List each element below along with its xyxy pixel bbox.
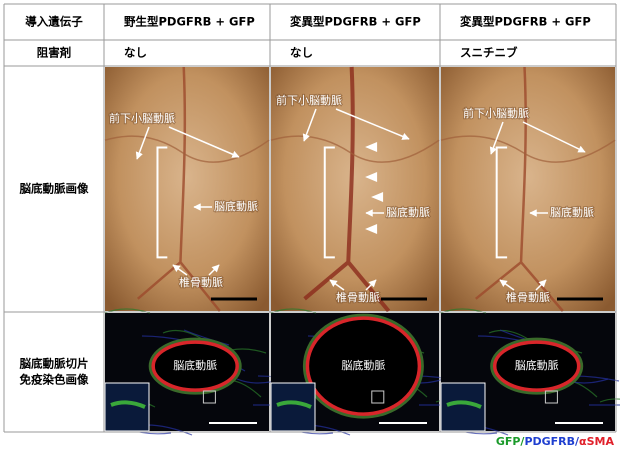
arrow xyxy=(329,279,345,291)
arrow xyxy=(335,108,410,140)
vessel-wall xyxy=(148,337,242,395)
panel-label: 椎骨動脈 xyxy=(506,290,550,304)
panel-label: 前下小脳動脈 xyxy=(463,106,529,120)
roi xyxy=(202,390,216,404)
inhibitor-cell: スニチニブ xyxy=(460,46,518,60)
arrowhead xyxy=(365,172,378,182)
bracket xyxy=(323,146,335,259)
vessel-wall xyxy=(492,340,581,392)
row-label: 脳底動脈切片 xyxy=(20,357,89,371)
inset-detail xyxy=(110,400,146,409)
bracket xyxy=(156,146,168,259)
panel-label: 脳底動脈 xyxy=(214,199,258,213)
inset-detail xyxy=(446,400,482,409)
arrow xyxy=(302,108,317,142)
header-cell: 変異型PDGFRB + GFP xyxy=(290,15,421,29)
panel-label: 脳底動脈 xyxy=(386,205,430,219)
vessel xyxy=(440,135,616,163)
roi xyxy=(371,390,385,404)
arrow xyxy=(172,264,188,276)
vessel xyxy=(104,135,270,163)
bracket xyxy=(495,146,508,259)
arrowhead xyxy=(365,142,378,152)
fluorescence-panel: 脳底動脈 xyxy=(270,308,482,436)
roi xyxy=(544,390,558,404)
vessel xyxy=(270,135,440,163)
arrowhead xyxy=(365,224,378,234)
vessel-wall xyxy=(305,316,422,416)
panel-label: 前下小脳動脈 xyxy=(109,111,175,125)
arrow xyxy=(208,264,220,276)
arrow xyxy=(499,279,515,291)
legend-entry: αSMA xyxy=(579,435,614,448)
inhibitor-cell: なし xyxy=(290,46,313,60)
arrow xyxy=(365,279,377,291)
arrow xyxy=(168,126,240,158)
arrow xyxy=(535,279,547,291)
row-label: 脳底動脈画像 xyxy=(20,182,89,196)
inhibitor-cell: 阻害剤 xyxy=(37,46,72,60)
inset-detail xyxy=(276,400,312,409)
legend-entry: PDGFRB/ xyxy=(524,435,580,448)
arrowhead xyxy=(371,192,384,202)
tissue xyxy=(146,424,193,436)
legend: GFP/PDGFRB/αSMA xyxy=(496,435,615,448)
fluorescence-panel: 脳底動脈 xyxy=(104,308,304,436)
tissue xyxy=(183,329,230,346)
panel-label: 脳底動脈 xyxy=(173,358,217,372)
vessel xyxy=(136,66,221,312)
arrow xyxy=(522,121,586,153)
panel-image xyxy=(441,67,615,311)
legend-entry: GFP/ xyxy=(496,435,526,448)
row-label: 免疫染色画像 xyxy=(20,373,89,387)
arrow xyxy=(135,126,150,160)
vessel-wall xyxy=(302,313,424,419)
panel-label: 椎骨動脈 xyxy=(336,290,380,304)
arrow xyxy=(489,121,504,155)
tissue xyxy=(599,398,620,403)
vessel-wall xyxy=(151,340,239,392)
fluorescence-panel: 脳底動脈 xyxy=(440,308,620,436)
panel-label: 脳底動脈 xyxy=(341,358,385,372)
header-cell: 導入遺伝子 xyxy=(25,15,83,29)
inhibitor-cell: なし xyxy=(124,46,147,60)
header-cell: 野生型PDGFRB + GFP xyxy=(124,15,255,29)
panel-label: 脳底動脈 xyxy=(550,205,594,219)
panel-label: 椎骨動脈 xyxy=(179,275,223,289)
panel-label: 前下小脳動脈 xyxy=(276,93,342,107)
header-cell: 変異型PDGFRB + GFP xyxy=(460,15,591,29)
panel-label: 脳底動脈 xyxy=(515,358,559,372)
vessel-wall xyxy=(490,337,584,395)
